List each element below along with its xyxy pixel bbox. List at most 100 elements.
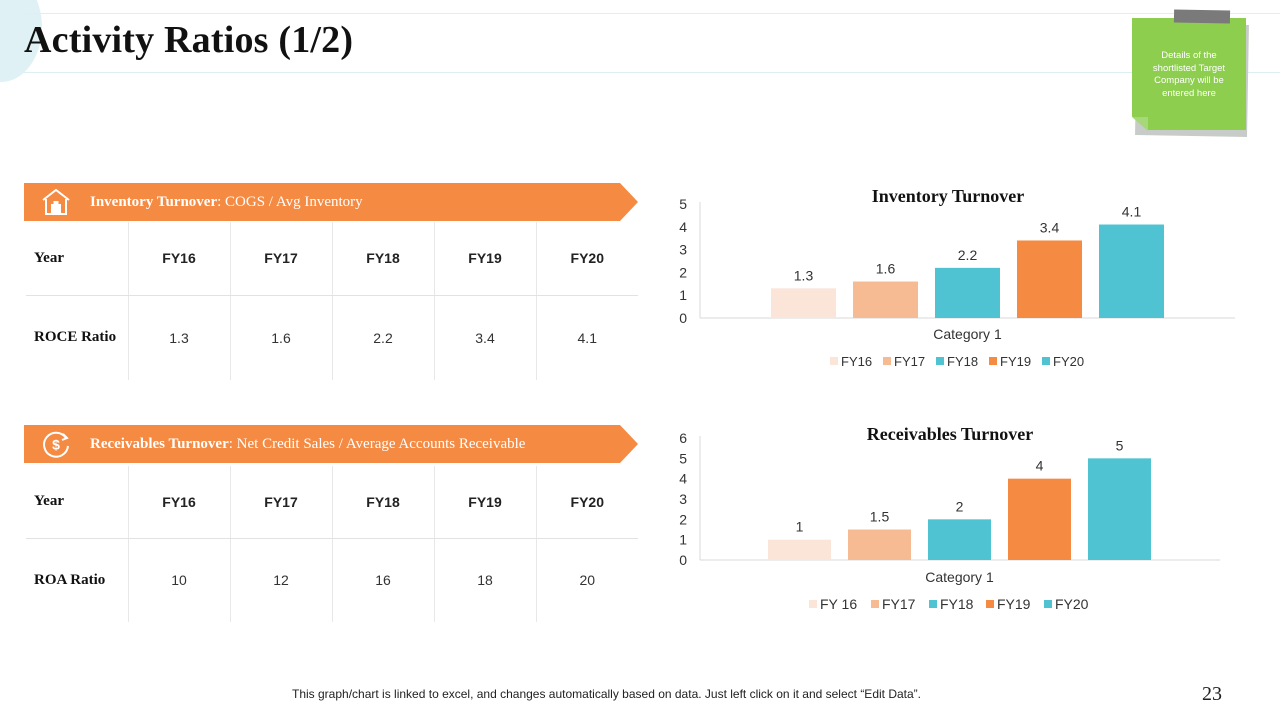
legend-entry: FY18 [940, 596, 974, 612]
table-row: ROCE Ratio 1.3 1.6 2.2 3.4 4.1 [26, 295, 638, 380]
y-tick-label: 3 [679, 242, 687, 258]
legend-swatch [929, 600, 937, 608]
legend-entry: FY17 [894, 354, 925, 369]
y-tick-label: 2 [679, 511, 687, 527]
title-divider [24, 72, 1280, 73]
slide-title: Activity Ratios (1/2) [24, 19, 354, 61]
bar-fy19 [1017, 240, 1082, 318]
table-header-row: Year FY16 FY17 FY18 FY19 FY20 [26, 466, 638, 539]
y-tick-label: 5 [679, 196, 687, 212]
legend-entry: FY20 [1053, 354, 1084, 369]
data-label: 1 [796, 519, 804, 535]
y-tick-label: 4 [679, 219, 687, 235]
bar-fy16 [768, 539, 831, 560]
legend-swatch [1044, 600, 1052, 608]
category-label: Category 1 [933, 326, 1002, 342]
value-cell: 2.2 [332, 295, 435, 380]
legend-swatch [936, 357, 944, 365]
legend-entry: FY19 [997, 596, 1031, 612]
y-tick-label: 2 [679, 264, 687, 280]
value-cell: 3.4 [434, 295, 537, 380]
page-number: 23 [1202, 683, 1222, 705]
value-cell: 16 [332, 538, 435, 622]
receivables-turnover-formula: Receivables Turnover: Net Credit Sales /… [90, 435, 540, 453]
value-cell: 18 [434, 538, 537, 622]
bar-fy20 [1088, 458, 1151, 560]
legend-swatch [989, 357, 997, 365]
year-cell: FY19 [434, 466, 537, 539]
inventory-turnover-chart[interactable]: Inventory Turnover 0 1 2 3 4 5 1.3 1.6 2.2 3.4 4.1 C… [660, 180, 1250, 375]
y-tick-label: 1 [679, 532, 687, 548]
warehouse-icon [40, 186, 72, 218]
receivables-turnover-chart[interactable]: Receivables Turnover 0 1 2 3 4 5 6 1 1.5 2 4 5 Catego… [660, 420, 1250, 620]
chart-title: Receivables Turnover [867, 424, 1034, 444]
sticky-note-tape [1173, 9, 1231, 24]
data-label: 4.1 [1122, 204, 1142, 220]
bar-fy18 [935, 267, 1000, 318]
legend-entry: FY 16 [820, 596, 857, 612]
footer-note: This graph/chart is linked to excel, and… [292, 687, 921, 701]
year-cell: FY18 [332, 466, 435, 539]
inventory-turnover-formula: Inventory Turnover: COGS / Avg Inventory [90, 193, 363, 211]
y-tick-label: 3 [679, 491, 687, 507]
banner-formula: : Net Credit Sales / Average Accounts Re… [228, 436, 526, 452]
table-row: ROA Ratio 10 12 16 18 20 [26, 538, 638, 622]
year-cell: FY16 [128, 466, 231, 539]
table-header-row: Year FY16 FY17 FY18 FY19 FY20 [26, 222, 638, 296]
legend-swatch [1042, 357, 1050, 365]
row-label-year: Year [26, 466, 129, 539]
bar-fy18 [928, 519, 991, 560]
banner-formula: : COGS / Avg Inventory [217, 194, 363, 210]
legend-entry: FY19 [1000, 354, 1031, 369]
row-label-roa: ROA Ratio [26, 538, 129, 622]
bar-fy17 [848, 529, 911, 560]
y-tick-label: 0 [679, 310, 687, 326]
year-cell: FY19 [434, 222, 537, 296]
y-tick-label: 5 [679, 450, 687, 466]
year-cell: FY17 [230, 222, 333, 296]
legend-swatch [830, 357, 838, 365]
roa-ratio-table: Year FY16 FY17 FY18 FY19 FY20 ROA Ratio … [26, 466, 638, 622]
data-label: 2 [956, 498, 964, 514]
sticky-note[interactable]: Details of the shortlisted Target Compan… [1128, 9, 1252, 138]
inventory-turnover-banner: Inventory Turnover: COGS / Avg Inventory [24, 183, 638, 221]
bar-fy17 [853, 281, 918, 318]
value-cell: 1.6 [230, 295, 333, 380]
top-divider [24, 13, 1280, 14]
data-label: 3.4 [1040, 219, 1060, 235]
data-label: 1.3 [794, 267, 814, 283]
data-label: 1.5 [870, 509, 890, 525]
roce-ratio-table: Year FY16 FY17 FY18 FY19 FY20 ROCE Ratio… [26, 222, 638, 380]
year-cell: FY17 [230, 466, 333, 539]
data-label: 1.6 [876, 261, 896, 277]
legend-entry: FY16 [841, 354, 872, 369]
value-cell: 1.3 [128, 295, 231, 380]
y-tick-label: 0 [679, 552, 687, 568]
legend-swatch [986, 600, 994, 608]
banner-title: Inventory Turnover [90, 194, 218, 210]
sticky-note-text: Details of the shortlisted Target Compan… [1152, 50, 1226, 99]
bar-fy16 [771, 288, 836, 318]
row-label-roce: ROCE Ratio [26, 295, 129, 380]
data-label: 5 [1116, 437, 1124, 453]
bar-fy20 [1099, 224, 1164, 318]
y-tick-label: 4 [679, 471, 687, 487]
year-cell: FY20 [536, 466, 638, 539]
dollar-refresh-icon: $ [40, 428, 72, 460]
receivables-turnover-banner: $ Receivables Turnover: Net Credit Sales… [24, 425, 638, 463]
value-cell: 4.1 [577, 329, 597, 346]
y-tick-label: 1 [679, 287, 687, 303]
sticky-note-body: Details of the shortlisted Target Compan… [1132, 18, 1246, 130]
year-cell: FY18 [332, 222, 435, 296]
chart-title: Inventory Turnover [872, 186, 1025, 206]
row-label-year: Year [26, 222, 129, 296]
value-cell: 12 [230, 538, 333, 622]
year-cell: FY16 [128, 222, 231, 296]
legend-swatch [871, 600, 879, 608]
legend-swatch [809, 600, 817, 608]
legend-entry: FY17 [882, 596, 916, 612]
y-tick-label: 6 [679, 430, 687, 446]
data-label: 2.2 [958, 247, 978, 263]
bar-fy19 [1008, 478, 1071, 560]
value-cell: 10 [128, 538, 231, 622]
